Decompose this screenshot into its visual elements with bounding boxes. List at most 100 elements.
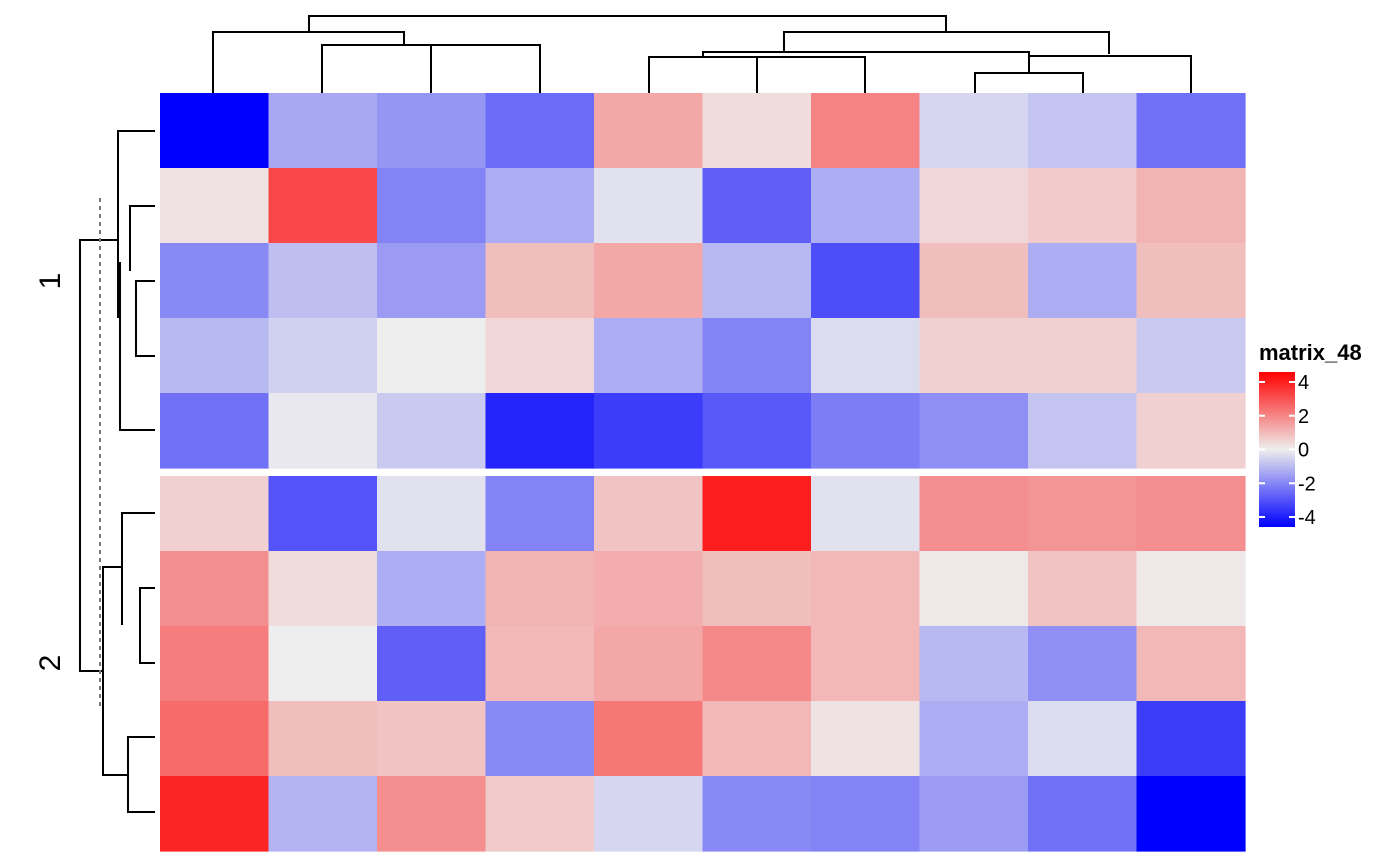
heatmap-cell [160, 626, 270, 702]
heatmap-cell [485, 393, 595, 469]
heatmap-cell [268, 551, 378, 627]
col-dendro-link [308, 15, 947, 32]
heatmap-cell [377, 168, 487, 244]
heatmap-cell [594, 626, 704, 702]
row-dendrogram [79, 130, 155, 813]
heatmap-cell [485, 776, 595, 852]
heatmap-cell [811, 476, 921, 552]
heatmap-cell [811, 93, 921, 169]
heatmap-cell [377, 701, 487, 777]
heatmap-cell [811, 243, 921, 319]
heatmap-cell [702, 93, 812, 169]
heatmap-cell [485, 476, 595, 552]
heatmap-cell [919, 393, 1029, 469]
heatmap-cell [919, 476, 1029, 552]
heatmap-cell [811, 551, 921, 627]
row-dendro-link [127, 736, 155, 813]
heatmap-cell [485, 551, 595, 627]
heatmap-cell [160, 243, 270, 319]
heatmap-cell [1136, 243, 1246, 319]
column-dendrogram [212, 15, 1192, 93]
heatmap-cell [1136, 168, 1246, 244]
heatmap-cell [377, 93, 487, 169]
heatmap-cell [377, 551, 487, 627]
row-split-label-2: 2 [34, 655, 67, 672]
heatmap-cell [702, 393, 812, 469]
heatmap-cell [594, 393, 704, 469]
heatmap-cell [702, 476, 812, 552]
heatmap-cell [702, 701, 812, 777]
legend-title: matrix_48 [1259, 340, 1362, 365]
heatmap-cell [160, 318, 270, 394]
heatmap-cell [1028, 93, 1138, 169]
heatmap-cell [160, 476, 270, 552]
legend-tick-label: 0 [1298, 440, 1309, 462]
heatmap-cell [811, 701, 921, 777]
heatmap-cell [1136, 626, 1246, 702]
heatmap-cell [702, 318, 812, 394]
heatmap-cell [1028, 243, 1138, 319]
heatmap-cell [1028, 393, 1138, 469]
heatmap-cell [702, 243, 812, 319]
row-dendro-link [129, 205, 155, 271]
heatmap-cell [268, 168, 378, 244]
heatmap-cell [160, 168, 270, 244]
heatmap-cell [919, 243, 1029, 319]
row-dendro-link [139, 587, 155, 664]
heatmap-cell [377, 318, 487, 394]
heatmap-cell [160, 93, 270, 169]
heatmap-cell [268, 776, 378, 852]
color-legend: matrix_48 4 2 0 -2 -4 [1259, 340, 1362, 529]
heatmap-cell [811, 776, 921, 852]
heatmap-cell [919, 551, 1029, 627]
heatmap-cell [485, 701, 595, 777]
heatmap-cell [702, 776, 812, 852]
heatmap-cell [594, 168, 704, 244]
heatmap-cells [160, 93, 1246, 852]
heatmap-cell [919, 318, 1029, 394]
heatmap-cell [702, 626, 812, 702]
heatmap-cell [268, 701, 378, 777]
heatmap-cell [485, 318, 595, 394]
heatmap-cell [268, 93, 378, 169]
row-dendro-link [102, 566, 128, 776]
row-dendro-link [117, 130, 155, 318]
heatmap-cell [160, 551, 270, 627]
heatmap-cell [1028, 701, 1138, 777]
heatmap-cell [1028, 476, 1138, 552]
heatmap-cell [919, 93, 1029, 169]
heatmap-cell [1136, 476, 1246, 552]
heatmap-cell [160, 393, 270, 469]
col-dendro-link [1028, 55, 1192, 93]
heatmap-cell [377, 243, 487, 319]
heatmap-cell [811, 626, 921, 702]
heatmap-cell [268, 476, 378, 552]
heatmap-cell [594, 551, 704, 627]
heatmap-cell [1028, 551, 1138, 627]
heatmap-cell [268, 626, 378, 702]
heatmap-cell [485, 168, 595, 244]
heatmap-cell [1136, 701, 1246, 777]
heatmap-cell [485, 626, 595, 702]
heatmap-cell [919, 626, 1029, 702]
legend-tick-label: -4 [1298, 507, 1316, 529]
heatmap-cell [1028, 318, 1138, 394]
col-dendro-link [974, 72, 1084, 93]
heatmap-cell [594, 701, 704, 777]
heatmap-cell [160, 701, 270, 777]
heatmap-cell [377, 776, 487, 852]
heatmap-cell [377, 476, 487, 552]
heatmap-cell [702, 551, 812, 627]
heatmap-cell [377, 626, 487, 702]
col-dendro-link [212, 31, 405, 93]
col-dendro-link [783, 31, 1110, 54]
heatmap-cell [594, 243, 704, 319]
heatmap-cell [811, 393, 921, 469]
heatmap-cell [268, 318, 378, 394]
row-dendro-link [135, 280, 155, 357]
legend-tick-label: 4 [1298, 372, 1309, 394]
heatmap-cell [1136, 551, 1246, 627]
heatmap-cell [268, 243, 378, 319]
heatmap-cell [268, 393, 378, 469]
